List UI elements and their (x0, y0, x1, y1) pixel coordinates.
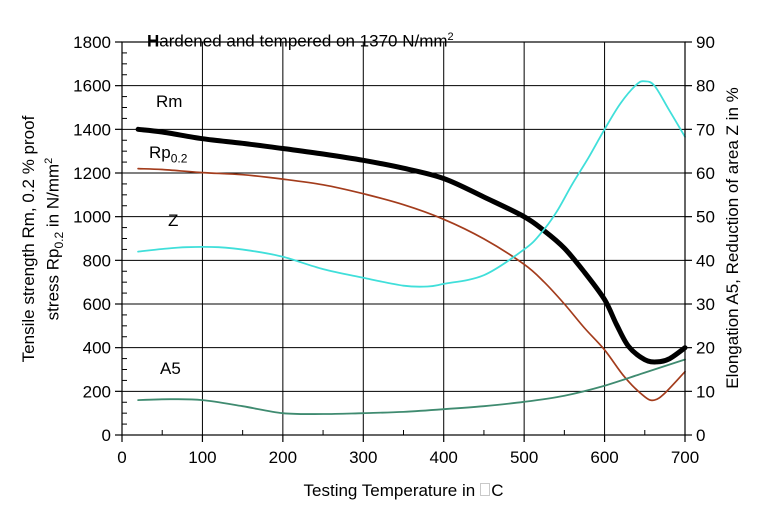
x-tick-label: 0 (117, 448, 126, 467)
rm-curve (135, 126, 688, 365)
y-left-tick-label: 1200 (73, 164, 111, 183)
y-right-tick-label: 40 (696, 251, 715, 270)
y-axis-label-left-line1: Tensile strength Rm, 0.2 % proof (19, 115, 38, 363)
y-left-tick-label: 1600 (73, 77, 111, 96)
y-axis-label-left-line2: stress Rp0.2 in N/mm2 (43, 157, 67, 321)
degree-glyph (480, 483, 491, 496)
y-left-tick-label: 1800 (73, 33, 111, 52)
series-label-rp02: Rp0.2 (149, 143, 188, 166)
y-right-tick-label: 90 (696, 33, 715, 52)
y-left-tick-label: 0 (102, 426, 111, 445)
y-right-tick-label: 60 (696, 164, 715, 183)
y-axis-label-right: Elongation A5, Reduction of area Z in % (723, 87, 742, 389)
x-tick-label: 500 (510, 448, 538, 467)
y-right-tick-label: 0 (696, 426, 705, 445)
y-left-tick-label: 400 (83, 339, 111, 358)
x-tick-label: 200 (269, 448, 297, 467)
y-left-tick-label: 200 (83, 382, 111, 401)
series-label-z: Z (168, 211, 179, 230)
z-curve (137, 80, 686, 288)
y-left-tick-label: 600 (83, 295, 111, 314)
rp0-2-curve (137, 167, 686, 402)
series-label-rm: Rm (156, 92, 183, 111)
chart-annotation: Hardened and tempered on 1370 N/mm2 (147, 31, 454, 51)
x-tick-label: 400 (430, 448, 458, 467)
y-right-tick-label: 50 (696, 208, 715, 227)
y-right-tick-label: 20 (696, 339, 715, 358)
x-tick-label: 700 (671, 448, 699, 467)
x-tick-label: 300 (349, 448, 377, 467)
y-right-tick-label: 70 (696, 120, 715, 139)
y-left-tick-label: 1000 (73, 208, 111, 227)
y-right-tick-label: 30 (696, 295, 715, 314)
y-right-tick-label: 80 (696, 77, 715, 96)
y-left-tick-label: 1400 (73, 120, 111, 139)
x-axis-label: Testing Temperature in C (303, 481, 504, 500)
y-right-tick-label: 10 (696, 382, 715, 401)
a5-curve (137, 358, 686, 415)
y-axis-label-left: Tensile strength Rm, 0.2 % proof stress … (18, 29, 66, 449)
y-left-tick-label: 800 (83, 251, 111, 270)
x-tick-label: 100 (188, 448, 216, 467)
plot-border (121, 41, 686, 436)
x-tick-label: 600 (590, 448, 618, 467)
series-label-a5: A5 (160, 359, 181, 378)
